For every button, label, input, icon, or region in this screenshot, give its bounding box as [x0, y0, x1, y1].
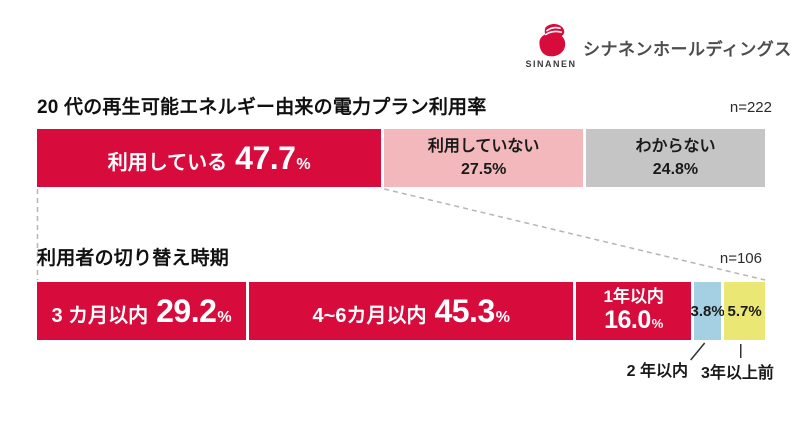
logo-mark: SINANEN — [525, 22, 577, 69]
breakdown-dashed-line-right — [384, 188, 766, 281]
bar-segment-利用していない: 利用していない 27.5% — [384, 129, 583, 187]
chart2-stacked-bar: 3 カ月以内 29.2% 4~6カ月以内 45.3% 1年以内 16.0% 3.8% 5.7% — [37, 282, 765, 340]
callout-line-2years — [690, 342, 706, 361]
chart2-sample-size: n=106 — [719, 250, 762, 267]
logo-brand-text: SINANEN — [525, 59, 577, 69]
bar-segment-3年以上前: 5.7% — [724, 282, 765, 340]
bar-segment-4~6カ月以内: 4~6カ月以内 45.3% — [249, 282, 574, 340]
bar-segment-わからない: わからない 24.8% — [585, 129, 765, 187]
callout-label-2years: 2 年以内 — [626, 363, 688, 380]
chart1-stacked-bar: 利用している 47.7% 利用していない 27.5% わからない 24.8% — [37, 129, 765, 187]
bar-segment-1年以内: 1年以内 16.0% — [576, 282, 691, 340]
chart2-title: 利用者の切り替え時期 — [37, 248, 230, 269]
bar-segment-利用している: 利用している 47.7% — [37, 129, 382, 187]
chart1-sample-size: n=222 — [729, 99, 772, 116]
logo: SINANEN シナネンホールディングス — [525, 22, 792, 69]
logo-company-name: シナネンホールディングス — [583, 40, 792, 59]
bar-segment-2 年以内: 3.8% — [690, 282, 725, 340]
sinanen-swirl-icon — [531, 22, 571, 58]
chart1-title: 20 代の再生可能エネルギー由来の電力プラン利用率 — [37, 97, 487, 118]
bar-segment-3 カ月以内: 3 カ月以内 29.2% — [37, 282, 247, 340]
callout-label-3years: 3年以上前 — [701, 365, 774, 382]
